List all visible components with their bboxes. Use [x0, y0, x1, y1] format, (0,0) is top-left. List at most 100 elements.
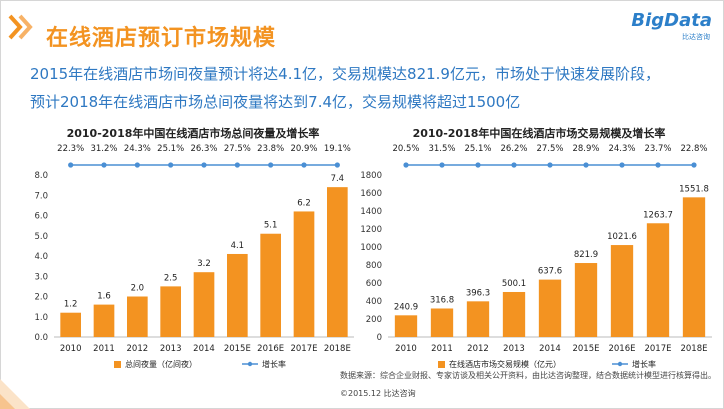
bar-value-label: 2.0 — [131, 284, 145, 294]
y-tick-label: 1200 — [360, 225, 382, 235]
growth-rate-point — [234, 162, 240, 168]
growth-rate-label: 31.2% — [90, 144, 117, 154]
y-tick-label: 5.0 — [34, 232, 48, 242]
y-tick-label: 4.0 — [34, 252, 48, 262]
y-tick-label: 2.0 — [34, 293, 48, 303]
y-tick-label: 8.0 — [34, 171, 48, 181]
bar — [293, 211, 315, 337]
data-source-note: 数据来源：综合企业财报、专家访谈及相关公开资料，由比达咨询整理，结合数据统计模型… — [340, 371, 716, 380]
decorative-corner-graphic — [0, 379, 30, 409]
bar-value-label: 1.2 — [64, 300, 78, 310]
legend-line-marker — [617, 361, 623, 367]
x-tick-label: 2018E — [324, 344, 351, 354]
chart-title: 2010-2018年中国在线酒店市场总间夜量及增长率 — [67, 126, 320, 140]
y-tick-label: 1000 — [360, 243, 382, 253]
legend-bar-label: 总间夜量（亿间夜） — [125, 359, 197, 369]
chart-transaction-scale-svg: 2010-2018年中国在线酒店市场交易规模及增长率 0 200 400 600 800 1… — [360, 126, 712, 369]
chart-title: 2010-2018年中国在线酒店市场交易规模及增长率 — [413, 126, 666, 140]
bar — [682, 197, 706, 337]
chart-night-volume: 2010-2018年中国在线酒店市场总间夜量及增长率 0.0 1.0 2.0 3.0 4.… — [28, 125, 358, 375]
x-tick-label: 2010 — [395, 344, 417, 354]
growth-rate-label: 26.3% — [190, 144, 217, 154]
bar — [60, 312, 81, 337]
bar-value-label: 637.6 — [538, 267, 562, 277]
y-tick-label: 400 — [366, 297, 382, 307]
x-tick-label: 2017E — [644, 344, 671, 354]
growth-rate-label: 25.1% — [157, 144, 184, 154]
x-tick-label: 2017E — [290, 344, 317, 354]
x-tick-label: 2014 — [193, 344, 215, 354]
growth-rate-point — [403, 162, 409, 168]
logo-subtitle: 比达咨询 — [682, 33, 710, 41]
growth-rate-label: 27.5% — [536, 144, 563, 154]
summary-line-2: 预计2018年在线酒店市场总间夜量将达到7.4亿，交易规模将超过1500亿 — [30, 93, 521, 111]
x-tick-label: 2015E — [224, 344, 251, 354]
y-tick-label: 600 — [366, 279, 382, 289]
x-tick-label: 2018E — [680, 344, 707, 354]
bar — [127, 296, 148, 337]
bar-value-label: 6.2 — [297, 198, 311, 208]
bar — [160, 286, 181, 337]
bigdata-logo: BigData — [631, 10, 712, 31]
growth-rate-point — [475, 162, 481, 168]
growth-rate-point — [101, 162, 107, 168]
bar — [538, 279, 562, 337]
y-tick-label: 1800 — [360, 171, 382, 181]
legend-line-label: 增长率 — [632, 359, 656, 369]
x-tick-label: 2011 — [93, 344, 115, 354]
growth-rate-point — [511, 162, 517, 168]
x-tick-label: 2015E — [572, 344, 599, 354]
bar — [327, 187, 348, 337]
growth-rate-point — [301, 162, 307, 168]
y-tick-label: 0.0 — [34, 333, 48, 343]
growth-rate-point — [439, 162, 445, 168]
bar-value-label: 500.1 — [502, 279, 526, 289]
bar-value-label: 821.9 — [574, 250, 598, 260]
growth-rate-label: 20.9% — [290, 144, 317, 154]
legend-bar-swatch — [114, 361, 121, 368]
growth-rate-label: 24.3% — [124, 144, 151, 154]
growth-rate-point — [619, 162, 625, 168]
growth-rate-label: 23.7% — [644, 144, 671, 154]
bar-value-label: 1551.8 — [679, 184, 709, 194]
bar — [574, 263, 598, 337]
growth-rate-point — [268, 162, 274, 168]
growth-rate-label: 24.3% — [608, 144, 635, 154]
bar — [193, 272, 215, 337]
legend-line-marker — [247, 361, 253, 367]
growth-rate-label: 22.8% — [680, 144, 707, 154]
bar — [466, 301, 490, 337]
growth-rate-label: 19.1% — [324, 144, 351, 154]
bar — [93, 304, 115, 337]
growth-rate-point — [334, 162, 340, 168]
legend-line-label: 增长率 — [262, 359, 286, 369]
bar-value-label: 1.6 — [97, 292, 111, 302]
chart-transaction-scale: 2010-2018年中国在线酒店市场交易规模及增长率 0 200 400 600 800 1… — [360, 125, 718, 375]
x-tick-label: 2012 — [467, 344, 489, 354]
growth-rate-point — [134, 162, 140, 168]
legend-bar-label: 在线酒店市场交易规模（亿元） — [449, 359, 561, 369]
y-tick-label: 800 — [366, 261, 382, 271]
growth-rate-point — [547, 162, 553, 168]
copyright-note: ©2015.12 比达咨询 — [340, 389, 416, 398]
growth-rate-label: 31.5% — [428, 144, 455, 154]
growth-rate-point — [201, 162, 207, 168]
y-tick-label: 1600 — [360, 189, 382, 199]
legend-bar-swatch — [438, 361, 445, 368]
growth-rate-label: 28.9% — [572, 144, 599, 154]
bar-value-label: 1021.6 — [607, 232, 637, 242]
growth-rate-point — [68, 162, 74, 168]
bar — [394, 315, 418, 337]
x-tick-label: 2011 — [431, 344, 453, 354]
x-tick-label: 2016E — [257, 344, 284, 354]
chevron-arrows-icon — [8, 14, 33, 40]
bar-value-label: 396.3 — [466, 288, 490, 298]
y-tick-label: 7.0 — [34, 191, 48, 201]
page-title: 在线酒店预订市场规模 — [46, 26, 277, 51]
growth-rate-label: 23.8% — [257, 144, 284, 154]
bar — [430, 308, 454, 337]
growth-rate-label: 27.5% — [224, 144, 251, 154]
growth-rate-label: 22.3% — [57, 144, 84, 154]
x-tick-label: 2014 — [539, 344, 561, 354]
bar-value-label: 7.4 — [331, 174, 345, 184]
